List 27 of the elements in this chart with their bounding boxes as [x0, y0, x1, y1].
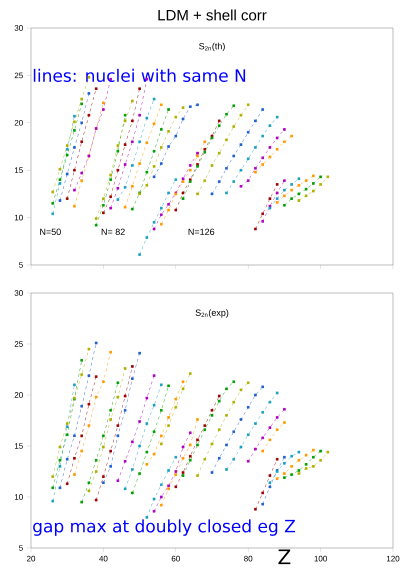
annotation: lines: nuclei with same N	[34, 68, 246, 82]
annotation: gap max at doubly closed eg Z	[33, 519, 296, 536]
y-tick-label: 5	[19, 262, 23, 268]
y-tick-label: 30	[14, 290, 23, 296]
y-tick-label: 20	[14, 120, 23, 126]
annotation: S$_{2n}$(exp)	[196, 309, 228, 318]
annotation: S$_{2n}$(th)	[199, 42, 225, 52]
y-tick-label: 15	[14, 443, 23, 449]
x-tick-label: 20	[26, 556, 36, 562]
x-tick-label: 100	[314, 556, 327, 562]
x-tick-label: 80	[244, 556, 252, 562]
annotation: N=126	[188, 228, 214, 236]
x-axis-title: Z	[278, 550, 290, 564]
y-tick-label: 5	[19, 545, 23, 551]
x-tick-label: 60	[172, 556, 180, 562]
y-tick-label: 10	[14, 494, 23, 500]
y-tick-label: 30	[14, 25, 23, 31]
annotation: N= 82	[102, 228, 125, 236]
y-tick-label: 15	[14, 167, 23, 173]
y-tick-label: 10	[14, 214, 23, 220]
chart-title: LDM + shell corr	[158, 9, 267, 20]
y-tick-label: 25	[14, 72, 23, 78]
x-tick-label: 120	[386, 556, 400, 562]
annotation: N=50	[40, 228, 61, 236]
y-tick-label: 25	[14, 341, 23, 347]
x-tick-label: 40	[99, 556, 108, 562]
y-tick-label: 20	[14, 392, 23, 398]
